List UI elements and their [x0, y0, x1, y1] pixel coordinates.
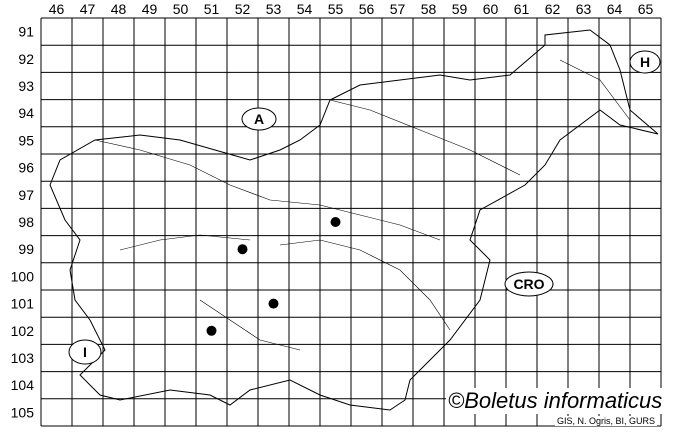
column-label: 57: [390, 1, 406, 17]
rivers: [94, 59, 631, 351]
row-label: 102: [11, 323, 35, 339]
row-label: 100: [11, 268, 35, 284]
row-label: 104: [11, 377, 35, 393]
credit-text: ©Boletus informaticus: [446, 388, 665, 414]
row-label: 101: [11, 296, 35, 312]
column-label: 52: [235, 1, 251, 17]
column-label: 62: [545, 1, 561, 17]
source-text: GIS, N. Ogris, BI, GURS: [555, 416, 658, 426]
row-label: 93: [18, 78, 34, 94]
column-label: 55: [328, 1, 344, 17]
row-label: 98: [18, 214, 34, 230]
row-label: 97: [18, 187, 34, 203]
column-label: 64: [607, 1, 623, 17]
record-point: [268, 298, 279, 309]
column-label: 51: [204, 1, 220, 17]
column-label: 58: [421, 1, 437, 17]
grid: [40, 17, 662, 427]
column-label: 63: [576, 1, 592, 17]
column-label: 59: [452, 1, 468, 17]
slovenia-border: [49, 29, 659, 411]
record-point: [206, 325, 217, 336]
column-label: 48: [111, 1, 127, 17]
row-label: 99: [18, 241, 34, 257]
column-label: 53: [266, 1, 282, 17]
column-label: 46: [49, 1, 65, 17]
column-label: 60: [483, 1, 499, 17]
column-label: 56: [359, 1, 375, 17]
column-label: 47: [80, 1, 96, 17]
row-label: 91: [18, 24, 34, 40]
column-label: 49: [142, 1, 158, 17]
row-label: 92: [18, 51, 34, 67]
column-label: 50: [173, 1, 189, 17]
label-italy: I: [83, 344, 87, 360]
column-label: 61: [514, 1, 530, 17]
label-croatia: CRO: [513, 276, 544, 292]
label-austria: A: [254, 111, 264, 127]
row-label: 95: [18, 132, 34, 148]
grid-labels: 46 47 48 49 50 51 52 53 54 55 56 57 58 59 60 61 62 63 64 65…: [11, 1, 654, 420]
row-label: 103: [11, 350, 35, 366]
row-label: 94: [18, 105, 34, 121]
record-point: [237, 244, 248, 255]
row-label: 96: [18, 160, 34, 176]
record-point: [330, 217, 341, 227]
records: [206, 217, 341, 336]
column-label: 65: [638, 1, 654, 17]
column-label: 54: [297, 1, 313, 17]
country-labels: A H CRO I: [68, 50, 661, 365]
row-label: 105: [11, 404, 35, 420]
label-hungary: H: [640, 54, 650, 70]
